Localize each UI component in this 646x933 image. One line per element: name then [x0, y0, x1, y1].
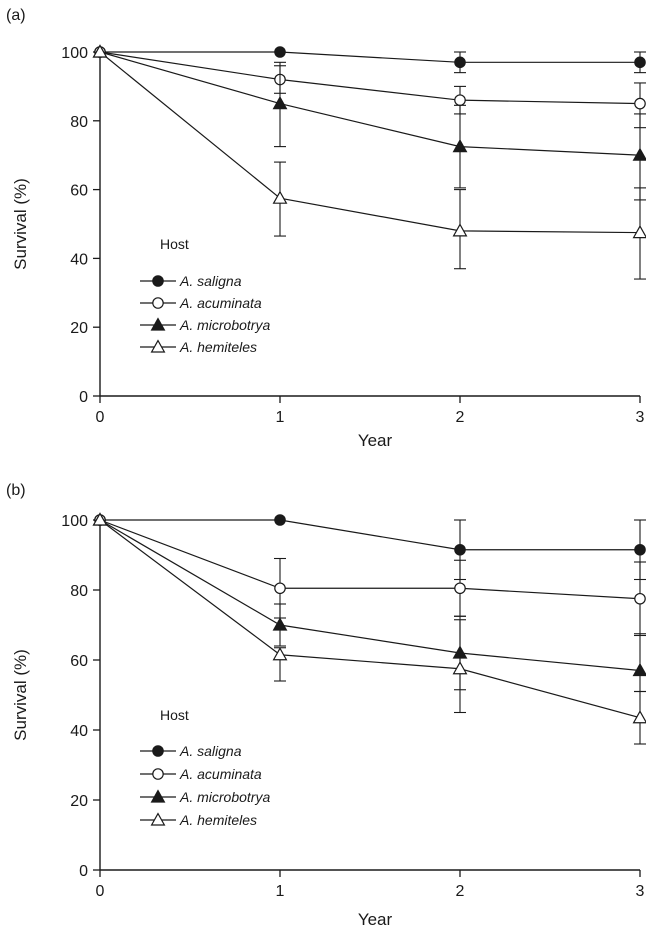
legend-label: A. hemiteles: [179, 339, 257, 355]
legend-label: A. acuminata: [179, 295, 262, 311]
y-tick-label: 40: [70, 251, 88, 268]
panel-label: (a): [6, 7, 26, 24]
data-point: [634, 543, 646, 556]
data-point: [452, 138, 468, 153]
data-point: [634, 592, 646, 605]
legend-marker: [152, 275, 164, 287]
legend: Host A. saligna A. acuminata A. microbotrya…: [140, 236, 270, 355]
data-point: [454, 94, 466, 106]
series-line: [99, 519, 641, 719]
x-tick-label: 2: [456, 409, 465, 426]
series-line: [99, 51, 641, 105]
data-point: [632, 710, 646, 724]
legend-marker: [150, 812, 166, 826]
y-tick-label: 20: [70, 793, 88, 810]
legend-label: A. saligna: [179, 273, 242, 289]
series-line: [99, 519, 641, 600]
chart-panel-1: (a) 0 20 40 60 80 100 0 1 2 3 Year Survival (%) Host A…: [6, 7, 646, 450]
data-point: [272, 95, 288, 110]
y-tick-label: 0: [79, 389, 88, 406]
y-axis-title: Survival (%): [11, 649, 30, 741]
legend-title: Host: [160, 236, 189, 252]
series-line: [99, 519, 641, 672]
data-point: [634, 56, 646, 69]
x-axis-title: Year: [358, 431, 393, 450]
data-point: [632, 662, 646, 677]
data-point: [454, 582, 466, 595]
legend-label: A. microbotrya: [179, 317, 270, 333]
data-point: [452, 661, 468, 675]
legend-marker: [150, 317, 166, 331]
panel-label: (b): [6, 482, 26, 499]
series-4: [92, 512, 646, 745]
legend-label: A. hemiteles: [179, 812, 257, 828]
y-tick-label: 60: [70, 653, 88, 670]
data-point: [634, 97, 646, 110]
legend: Host A. saligna A. acuminata A. microbotrya…: [140, 707, 270, 828]
x-tick-label: 0: [96, 883, 105, 900]
data-point: [274, 514, 286, 526]
data-point: [274, 582, 286, 595]
series-4: [92, 44, 646, 280]
series-line: [100, 519, 640, 551]
x-tick-label: 2: [456, 883, 465, 900]
x-tick-label: 0: [96, 409, 105, 426]
data-point: [272, 617, 288, 631]
series-1: [94, 514, 646, 581]
legend-label: A. microbotrya: [179, 789, 270, 805]
series-line: [99, 51, 641, 234]
x-axis-title: Year: [358, 910, 393, 929]
series-3: [92, 512, 646, 714]
series-line: [99, 51, 641, 156]
data-point: [632, 147, 646, 161]
legend-marker: [152, 297, 164, 309]
series-3: [92, 44, 646, 201]
legend-title: Host: [160, 707, 189, 723]
y-tick-label: 0: [79, 863, 88, 880]
data-point: [92, 44, 108, 58]
y-tick-label: 100: [61, 45, 88, 62]
data-point: [92, 512, 108, 526]
data-point: [272, 190, 288, 204]
legend-marker: [152, 745, 164, 757]
data-point: [452, 223, 468, 237]
legend-marker: [150, 789, 166, 803]
legend-marker: [150, 339, 166, 353]
legend-label: A. saligna: [179, 743, 242, 759]
legend-label: A. acuminata: [179, 766, 262, 782]
y-axis-title: Survival (%): [11, 178, 30, 270]
y-tick-label: 60: [70, 183, 88, 200]
legend-marker: [152, 768, 164, 780]
y-tick-label: 80: [70, 583, 88, 600]
x-tick-label: 3: [636, 409, 645, 426]
data-point: [454, 543, 466, 556]
data-point: [454, 56, 466, 69]
series-line: [100, 51, 640, 63]
series-2: [94, 514, 646, 637]
data-point: [274, 46, 286, 58]
x-tick-label: 1: [276, 883, 285, 900]
data-point: [272, 647, 288, 661]
y-tick-label: 100: [61, 513, 88, 530]
y-tick-label: 80: [70, 114, 88, 131]
data-point: [632, 224, 646, 239]
x-tick-label: 1: [276, 409, 285, 426]
x-tick-label: 3: [636, 883, 645, 900]
series-1: [94, 46, 646, 74]
chart-panel-2: (b) 0 20 40 60 80 100 0 1 2 3 Year Survival (%) Host A…: [6, 482, 646, 929]
y-tick-label: 20: [70, 320, 88, 337]
y-tick-label: 40: [70, 723, 88, 740]
